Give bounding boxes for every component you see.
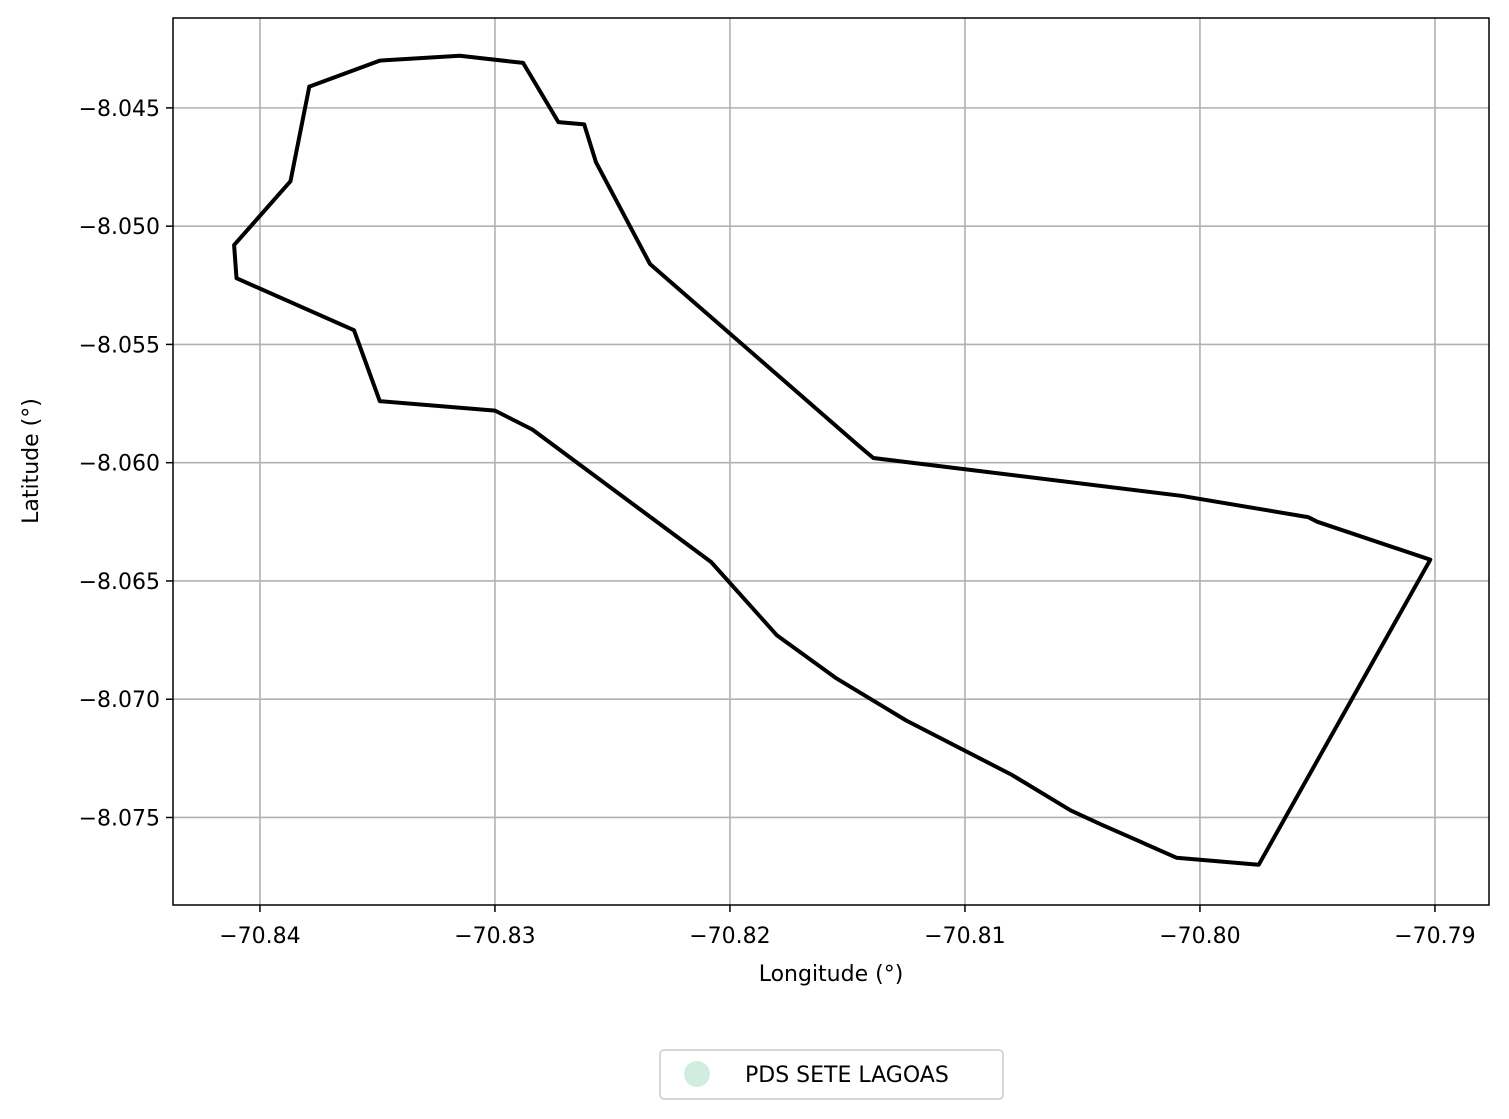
x-tick-label: −70.82 [689,924,770,949]
boundary-line [232,53,1433,867]
x-axis-label: Longitude (°) [759,962,904,987]
x-tick-label: −70.81 [924,924,1005,949]
legend-box [659,1049,1004,1100]
legend-label: PDS SETE LAGOAS [745,1063,949,1088]
axis-ticks: −70.84 −70.83 −70.82 −70.81 −70.80 −70.79 −8.0… [79,97,1476,949]
y-tick-label: −8.070 [79,688,160,713]
x-tick-label: −70.83 [454,924,535,949]
legend: PDS SETE LAGOAS [659,1049,1004,1100]
legend-marker [684,1061,710,1087]
y-tick-label: −8.045 [79,97,160,122]
gridlines [173,18,1489,905]
y-tick-label: −8.055 [79,333,160,358]
y-tick-label: −8.050 [79,215,160,240]
x-tick-label: −70.84 [219,924,300,949]
y-axis-label: Latitude (°) [19,398,44,524]
y-tick-label: −8.060 [79,452,160,477]
y-tick-label: −8.075 [79,806,160,831]
x-tick-label: −70.80 [1159,924,1240,949]
x-tick-label: −70.79 [1394,924,1475,949]
plot-data [232,53,1433,867]
plot-frame [172,17,1490,906]
y-tick-label: −8.065 [79,570,160,595]
